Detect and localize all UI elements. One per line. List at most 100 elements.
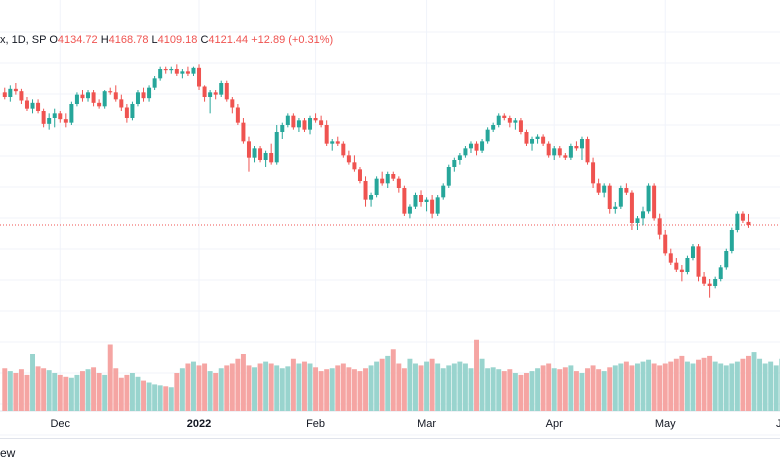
- candle-body: [24, 100, 29, 109]
- volume-bar: [629, 365, 635, 411]
- candle-body: [135, 92, 140, 104]
- candle-body: [319, 120, 324, 125]
- candle-body: [13, 88, 18, 92]
- candle-body: [169, 69, 174, 71]
- x-tick-label: Feb: [306, 418, 325, 430]
- volume-bar: [224, 365, 230, 411]
- candle-body: [740, 213, 745, 221]
- candle-body: [230, 99, 235, 108]
- candle-body: [574, 146, 579, 149]
- candle-body: [652, 185, 657, 219]
- volume-bar: [102, 374, 108, 411]
- volume-bar: [751, 352, 757, 411]
- candle-body: [158, 69, 163, 79]
- candle-body: [313, 118, 318, 121]
- volume-bar: [562, 367, 568, 411]
- volume-bar: [496, 369, 502, 411]
- candle-body: [69, 104, 74, 123]
- volume-bar: [651, 363, 657, 411]
- candle-body: [302, 120, 307, 130]
- candle-body: [419, 195, 424, 202]
- candle-body: [124, 107, 129, 118]
- volume-bar: [657, 365, 663, 411]
- candle-body: [391, 174, 396, 179]
- volume-bar: [13, 373, 19, 411]
- candle-body: [485, 129, 490, 142]
- volume-bar: [762, 363, 768, 411]
- volume-bar: [490, 367, 496, 411]
- volume-bar: [213, 373, 219, 411]
- high-value: 4168.78: [108, 34, 149, 46]
- x-tick-label: 2022: [187, 418, 211, 430]
- volume-bar: [268, 363, 274, 411]
- volume-bar: [363, 368, 368, 411]
- candle-body: [452, 160, 457, 167]
- candle-body: [613, 206, 618, 209]
- volume-bar: [229, 363, 235, 411]
- candle-body: [424, 199, 429, 202]
- volume-bar: [618, 363, 624, 411]
- candle-body: [274, 132, 279, 163]
- volume-bar: [462, 363, 468, 411]
- candle-body: [696, 246, 701, 277]
- volume-bar: [163, 386, 169, 411]
- candle-body: [185, 71, 190, 74]
- high-label: H: [100, 34, 109, 46]
- volume-bar: [707, 355, 713, 411]
- ohlc-legend: x, 1D, SP O4134.72 H4168.78 L4109.18 C41…: [0, 34, 333, 46]
- candle-body: [174, 69, 179, 74]
- x-tick-label: May: [655, 418, 676, 430]
- volume-bar: [673, 358, 679, 411]
- volume-bar: [152, 384, 158, 411]
- volume-bar: [768, 361, 774, 411]
- volume-bar: [57, 374, 63, 411]
- candle-body: [624, 188, 629, 193]
- candle-body: [674, 262, 679, 270]
- volume-bar: [635, 363, 640, 411]
- candle-body: [657, 218, 662, 235]
- candle-body: [285, 115, 290, 125]
- volume-bar: [773, 365, 779, 411]
- volume-bar: [684, 361, 690, 411]
- candle-body: [474, 143, 479, 151]
- volume-bar: [734, 361, 740, 411]
- volume-bar: [263, 361, 269, 411]
- candle-body: [430, 199, 435, 214]
- candle-body: [47, 118, 52, 124]
- x-tick-label: Ju: [776, 418, 780, 430]
- candle-body: [707, 283, 712, 286]
- volume-bar: [413, 363, 418, 411]
- candle-body: [646, 185, 651, 212]
- candle-body: [130, 104, 135, 118]
- candle-body: [618, 188, 623, 207]
- volume-bar: [174, 373, 180, 411]
- candle-body: [74, 94, 79, 104]
- volume-bar: [80, 371, 85, 411]
- volume-bar: [374, 361, 380, 411]
- candle-body: [546, 143, 551, 156]
- candle-body: [396, 178, 401, 188]
- candle-body: [36, 102, 41, 111]
- bottom-toolbar: [0, 438, 780, 471]
- candle-body: [413, 195, 418, 207]
- close-label: C: [200, 34, 209, 46]
- candle-body: [308, 118, 313, 130]
- volume-bar: [590, 365, 596, 411]
- candle-body: [86, 92, 91, 99]
- candle-body: [291, 115, 296, 128]
- volume-bar: [612, 365, 618, 411]
- candle-body: [208, 92, 213, 97]
- volume-bar: [324, 369, 330, 411]
- volume-bar: [351, 369, 357, 411]
- candle-body: [224, 83, 229, 100]
- candle-body: [446, 167, 451, 186]
- volume-bar: [357, 371, 363, 411]
- candle-body: [252, 148, 257, 158]
- volume-bar: [723, 365, 729, 411]
- volume-bar: [557, 369, 563, 411]
- candle-body: [735, 213, 740, 230]
- footer-text[interactable]: ew: [0, 446, 16, 460]
- candle-body: [202, 86, 207, 97]
- volume-bar: [240, 354, 246, 411]
- candle-body: [324, 125, 329, 144]
